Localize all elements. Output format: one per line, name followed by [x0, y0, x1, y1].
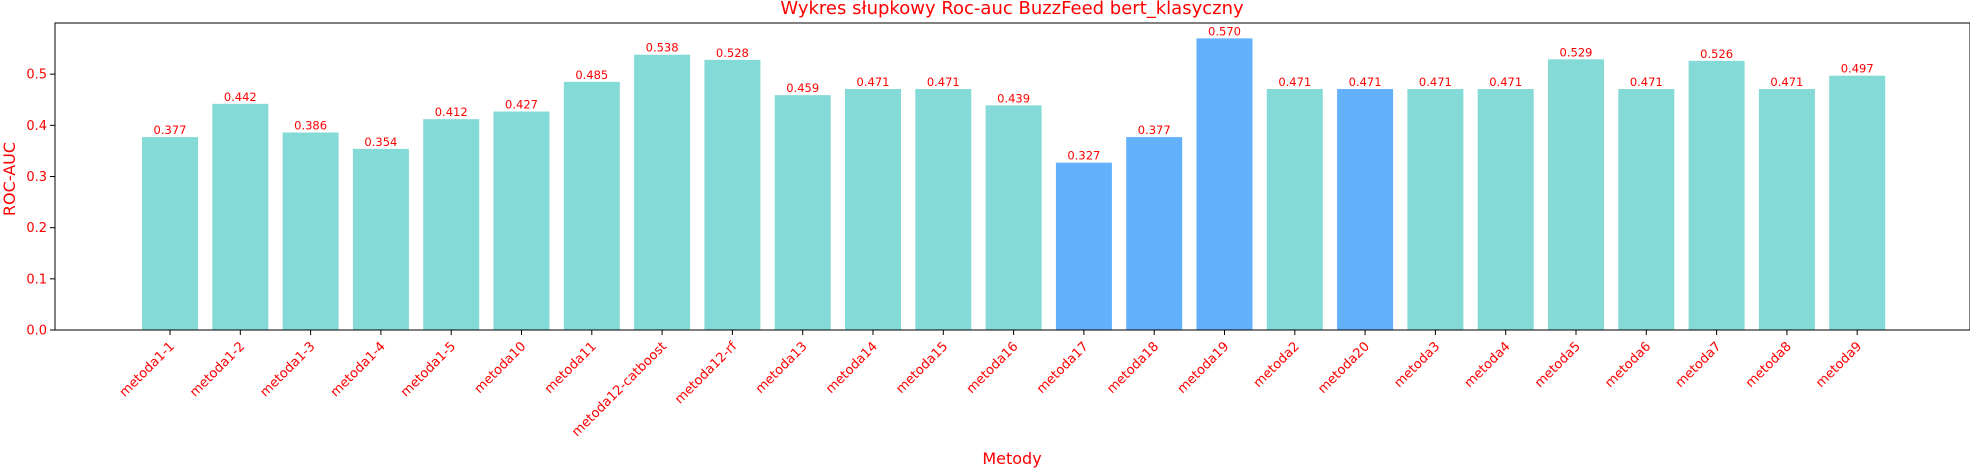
- bar-value-label: 0.471: [927, 75, 960, 89]
- x-tick-label: metoda13: [753, 339, 811, 397]
- bar-value-label: 0.529: [1560, 45, 1593, 59]
- x-tick-label: metoda1-2: [187, 339, 248, 400]
- bar: [915, 89, 972, 330]
- bar-value-label: 0.528: [716, 46, 749, 60]
- bar: [1477, 89, 1534, 330]
- bar-value-label: 0.327: [1067, 149, 1100, 163]
- bar-value-label: 0.471: [1630, 75, 1663, 89]
- value-labels-group: 0.377 0.442 0.386 0.354 0.412 0.427 0.485 0.538…: [154, 24, 1874, 162]
- x-tick-label: metoda14: [823, 339, 881, 397]
- bar: [774, 95, 831, 331]
- bar: [634, 54, 691, 331]
- bar-value-label: 0.471: [857, 75, 890, 89]
- bar: [1126, 137, 1183, 330]
- x-tick-label: metoda5: [1532, 339, 1584, 391]
- bar-value-label: 0.471: [1278, 75, 1311, 89]
- bar-value-label: 0.377: [154, 123, 187, 137]
- bar: [1618, 89, 1675, 330]
- x-tick-label: metoda20: [1315, 339, 1373, 397]
- bar-value-label: 0.485: [575, 68, 608, 82]
- x-tick-label: metoda3: [1391, 339, 1443, 391]
- bar: [1266, 89, 1323, 330]
- bar-value-label: 0.439: [997, 91, 1030, 105]
- bar: [1758, 89, 1815, 330]
- x-tick-label: metoda6: [1602, 339, 1654, 391]
- y-tick-label: 0.0: [26, 324, 47, 339]
- x-tick-label: metoda1-1: [117, 339, 178, 400]
- x-tick-label: metoda1-4: [328, 339, 389, 400]
- bar: [352, 148, 409, 330]
- bar: [1407, 89, 1464, 330]
- bar-value-label: 0.471: [1489, 75, 1522, 89]
- x-tick-label: metoda17: [1034, 339, 1092, 397]
- y-tick-label: 0.2: [26, 221, 47, 236]
- bar: [493, 111, 550, 330]
- x-axis-label: Metody: [982, 449, 1041, 468]
- bar: [845, 89, 901, 330]
- bar-value-label: 0.442: [224, 90, 257, 104]
- bar-value-label: 0.427: [505, 98, 538, 112]
- bar: [1688, 60, 1745, 330]
- bar: [704, 59, 761, 331]
- bar: [212, 103, 269, 331]
- x-tick-label: metoda1-5: [398, 339, 459, 400]
- x-tick-label: metoda10: [472, 339, 530, 397]
- x-tick-label: metoda2: [1251, 339, 1303, 391]
- bar: [282, 132, 339, 330]
- x-tick-label: metoda4: [1462, 339, 1514, 391]
- bar: [1337, 89, 1394, 330]
- plot-frame: [54, 22, 1970, 331]
- x-tick-label: metoda15: [894, 339, 952, 397]
- bar-value-label: 0.497: [1841, 62, 1874, 76]
- x-tick-label: metoda9: [1813, 339, 1865, 391]
- bar: [985, 105, 1042, 331]
- x-tick-label: metoda12-rf: [672, 339, 740, 407]
- bar-value-label: 0.526: [1700, 47, 1733, 61]
- y-axis: 0.0 0.1 0.2 0.3 0.4 0.5: [26, 68, 55, 339]
- x-axis: metoda1-1 metoda1-2 metoda1-3 metoda1-4 meto…: [117, 330, 1865, 440]
- bar: [142, 137, 198, 330]
- x-tick-label: metoda8: [1743, 339, 1795, 391]
- bar: [563, 81, 620, 330]
- y-tick-label: 0.4: [26, 119, 47, 134]
- bars-group: [142, 38, 1886, 331]
- bar-value-label: 0.412: [435, 105, 468, 119]
- x-tick-label: metoda7: [1673, 339, 1725, 391]
- bar: [1055, 162, 1112, 330]
- y-tick-label: 0.1: [26, 272, 47, 287]
- bar-value-label: 0.386: [294, 118, 327, 132]
- bar-value-label: 0.570: [1208, 24, 1241, 38]
- bar-value-label: 0.377: [1138, 123, 1171, 137]
- chart-title: Wykres słupkowy Roc-auc BuzzFeed bert_kl…: [780, 0, 1244, 19]
- y-tick-label: 0.3: [26, 170, 47, 185]
- bar-value-label: 0.459: [786, 81, 819, 95]
- bar-value-label: 0.471: [1419, 75, 1452, 89]
- bar: [423, 119, 480, 331]
- bar-value-label: 0.471: [1770, 75, 1803, 89]
- x-tick-label: metoda16: [964, 339, 1022, 397]
- bar-value-label: 0.538: [646, 41, 679, 55]
- y-tick-label: 0.5: [26, 68, 47, 83]
- x-tick-label: metoda1-3: [257, 339, 318, 400]
- y-axis-label: ROC-AUC: [0, 142, 19, 216]
- bar: [1196, 38, 1253, 330]
- bar: [1548, 59, 1604, 330]
- bar-value-label: 0.354: [364, 135, 397, 149]
- bar: [1829, 75, 1886, 331]
- x-tick-label: metoda11: [542, 339, 600, 397]
- bar-value-label: 0.471: [1349, 75, 1382, 89]
- x-tick-label: metoda19: [1175, 339, 1233, 397]
- x-tick-label: metoda18: [1104, 339, 1162, 397]
